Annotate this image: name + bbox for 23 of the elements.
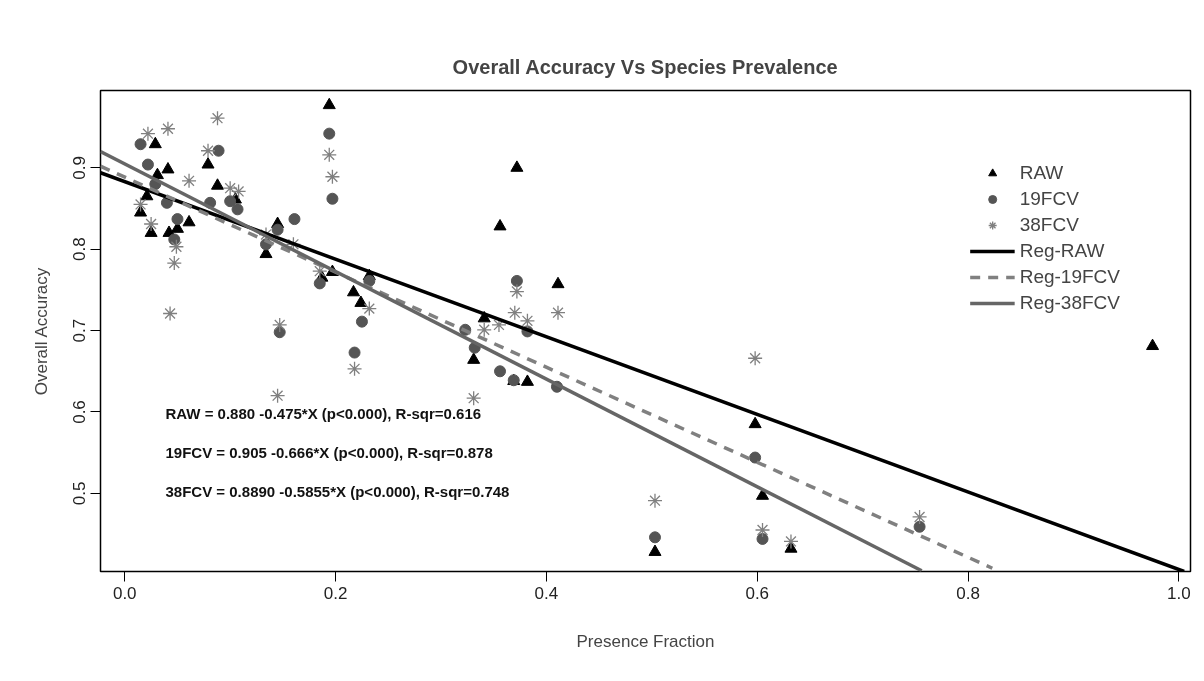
y-axis-title: Overall Accuracy xyxy=(31,267,51,396)
annotation: RAW = 0.880 -0.475*X (p<0.000), R-sqr=0.616 xyxy=(165,404,482,422)
legend-label: RAW xyxy=(1019,161,1064,185)
x-tick-label: 0.4 xyxy=(534,583,559,603)
y-tick-label: 0.9 xyxy=(70,155,90,180)
legend-label: Reg-19FCV xyxy=(1019,265,1120,289)
y-tick-label: 0.6 xyxy=(70,400,90,424)
legend-label: 38FCV xyxy=(1019,213,1079,237)
chart-title: Overall Accuracy Vs Species Prevalence xyxy=(452,56,838,78)
legend-label: 19FCV xyxy=(1019,187,1079,211)
annotation: 19FCV = 0.905 -0.666*X (p<0.000), R-sqr=0.878 xyxy=(165,443,493,461)
annotation: 38FCV = 0.8890 -0.5855*X (p<0.000), R-sqr=0.748 xyxy=(165,482,510,500)
x-tick-label: 1.0 xyxy=(1167,583,1191,603)
x-tick-label: 0.2 xyxy=(323,583,348,603)
legend-label: Reg-RAW xyxy=(1019,239,1105,263)
x-tick-label: 0.8 xyxy=(956,583,980,603)
legend-label: Reg-38FCV xyxy=(1019,291,1120,315)
x-axis-title: Presence Fraction xyxy=(576,631,715,651)
x-tick-label: 0.6 xyxy=(745,583,770,603)
y-tick-label: 0.8 xyxy=(70,237,90,262)
y-tick-label: 0.7 xyxy=(70,318,90,343)
y-tick-label: 0.5 xyxy=(70,481,90,506)
x-tick-label: 0.0 xyxy=(112,583,137,603)
